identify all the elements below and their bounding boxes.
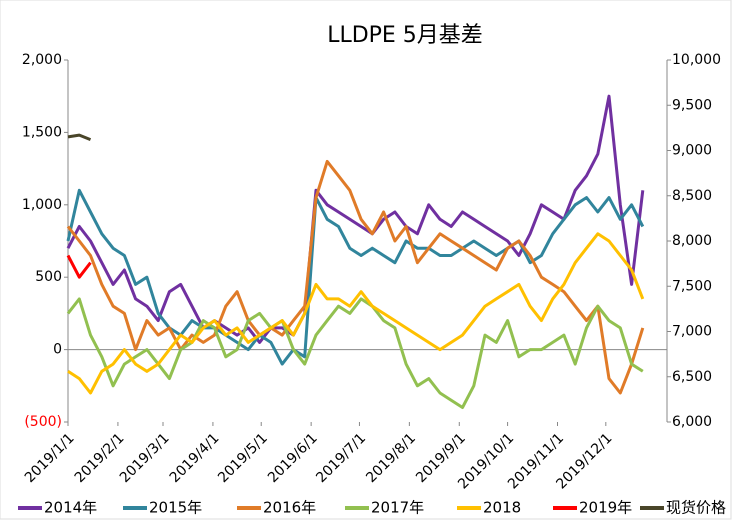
y2-tick-label: 9,500 [672,97,712,113]
x-tick-label: 2019/8/1 [363,430,419,486]
x-tick-label: 2019/4/1 [167,430,223,486]
y-tick-label: 1,500 [22,124,62,140]
y-tick-label: 0 [53,342,62,358]
y2-tick-label: 8,500 [672,188,712,204]
series-line [67,133,92,141]
legend-label: 2015年 [149,499,202,517]
y2-tick-label: 7,000 [672,324,712,340]
x-tick-label: 2019/6/1 [265,430,321,486]
legend-label: 2014年 [44,499,97,517]
legend-label: 2016年 [263,499,316,517]
series-line [66,94,645,344]
y2-tick-label: 9,000 [672,143,712,159]
y-tick-label: 500 [35,269,62,285]
series-line [67,232,645,395]
x-tick-label: 2019/7/1 [313,430,369,486]
y-tick-label: (500) [24,414,62,430]
y-tick-label: 1,000 [22,197,62,213]
series-line [66,254,92,279]
y2-tick-label: 6,500 [672,369,712,385]
legend-label: 现货价格 [666,499,726,517]
series-line [66,159,645,395]
x-tick-label: 2019/5/1 [215,430,271,486]
y-tick-label: 2,000 [22,52,62,68]
y2-tick-label: 10,000 [672,52,721,68]
x-tick-label: 2019/1/1 [22,430,78,486]
y2-tick-label: 6,000 [672,414,712,430]
legend-label: 2017年 [371,499,424,517]
series-line [66,297,644,409]
x-tick-label: 2019/3/1 [117,430,173,486]
y2-tick-label: 7,500 [672,278,712,294]
series-line [66,188,645,366]
y2-tick-label: 8,000 [672,233,712,249]
chart-title: LLDPE 5月基差 [327,23,483,48]
legend-label: 2018 [483,499,521,517]
legend-label: 2019年 [579,499,632,517]
